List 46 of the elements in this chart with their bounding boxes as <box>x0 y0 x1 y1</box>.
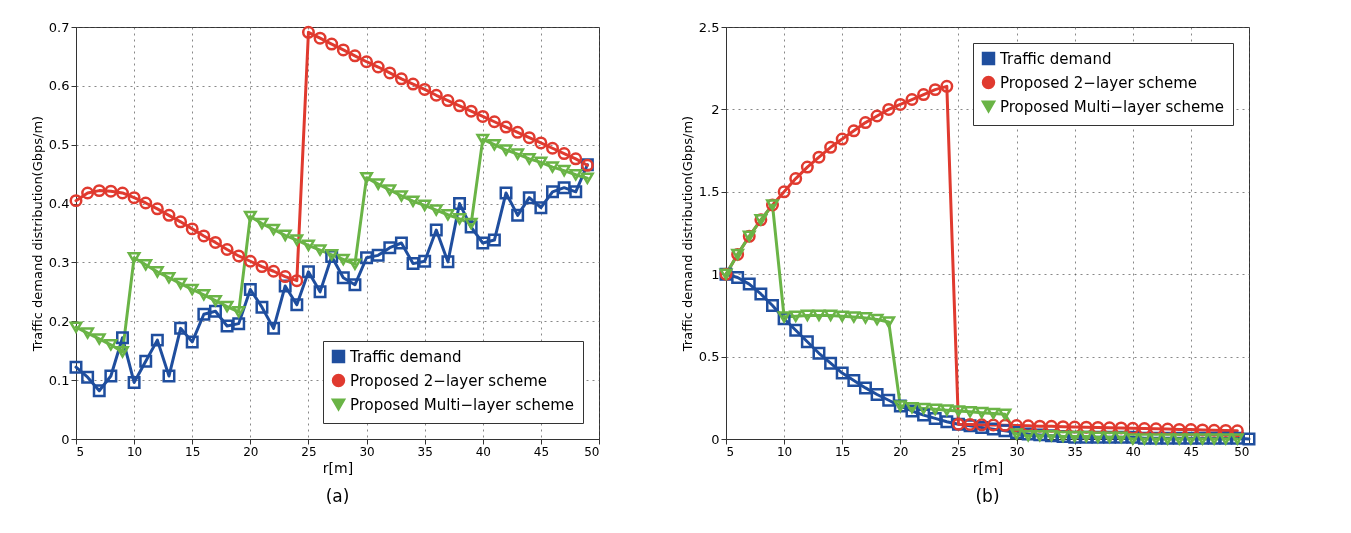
x-tick-label: 45 <box>1183 444 1200 459</box>
x-tick-label: 30 <box>359 444 375 459</box>
x-tick-label: 30 <box>1009 444 1025 459</box>
y-tick-label: 0.6 <box>48 78 70 94</box>
y-tick-label: 0 <box>61 431 70 447</box>
x-tick-label: 15 <box>835 444 851 459</box>
x-tick-label: 35 <box>1067 444 1083 459</box>
y-tick-label: 0.2 <box>48 313 70 329</box>
x-tick-label: 25 <box>951 444 967 459</box>
x-tick-label: 5 <box>726 444 735 459</box>
legend-label: Proposed Multi−layer scheme <box>350 395 575 414</box>
x-axis-title: r[m] <box>322 459 354 476</box>
y-tick-label: 1.5 <box>698 184 720 200</box>
y-tick-label: 2.5 <box>698 19 720 35</box>
legend-label: Traffic demand <box>999 49 1112 68</box>
x-tick-label: 5 <box>76 444 85 459</box>
y-tick-label: 0.4 <box>48 196 70 212</box>
legend-label: Proposed 2−layer scheme <box>350 371 547 390</box>
x-tick-label: 40 <box>1125 444 1141 459</box>
text: (b) <box>975 486 1000 506</box>
x-tick-label: 10 <box>776 444 793 459</box>
y-tick-label: 0.1 <box>48 372 70 388</box>
y-tick-label: 0.3 <box>48 254 70 270</box>
y-tick-label: 0.5 <box>48 137 70 153</box>
y-axis-title: Traffic demand distribution(Gbps/m) <box>29 115 45 353</box>
legend-label: Proposed Multi−layer scheme <box>1000 97 1225 116</box>
legend-label: Traffic demand <box>349 347 462 366</box>
x-tick-label: 50 <box>1234 444 1250 459</box>
legend-label: Proposed 2−layer scheme <box>1000 73 1197 92</box>
y-tick-label: 0.5 <box>698 349 720 365</box>
x-tick-label: 25 <box>301 444 317 459</box>
x-tick-label: 15 <box>185 444 201 459</box>
y-tick-label: 1 <box>711 266 720 282</box>
x-tick-label: 50 <box>584 444 600 459</box>
x-tick-label: 20 <box>893 444 909 459</box>
x-axis-title: r[m] <box>972 459 1004 476</box>
y-axis-title: Traffic demand distribution(Gbps/m) <box>679 115 695 353</box>
y-tick-label: 2 <box>711 101 720 117</box>
x-tick-label: 10 <box>126 444 143 459</box>
x-tick-label: 45 <box>533 444 550 459</box>
x-tick-label: 20 <box>243 444 259 459</box>
x-tick-label: 35 <box>417 444 433 459</box>
y-tick-label: 0 <box>711 431 720 447</box>
y-tick-label: 0.7 <box>48 19 70 35</box>
x-tick-label: 40 <box>475 444 491 459</box>
text: (a) <box>325 486 350 506</box>
